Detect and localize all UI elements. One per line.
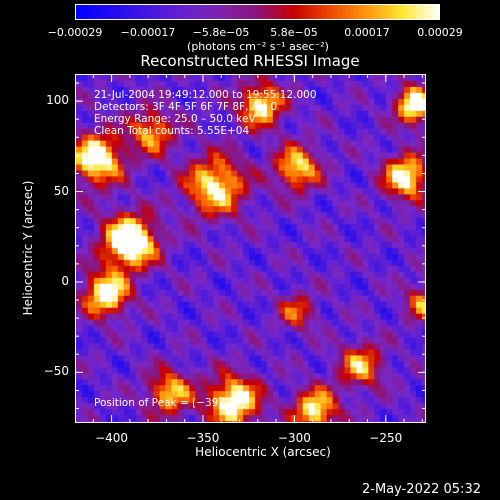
x-tick-label: −350 [186, 431, 220, 445]
colorbar-unit-label: (photons cm⁻² s⁻¹ asec⁻²) [187, 40, 329, 53]
colorbar-tick-label: 0.00017 [344, 26, 390, 39]
y-tick-label: 0 [61, 273, 69, 288]
info-energy-range: Energy Range: 25.0 – 50.0 keV [94, 113, 256, 125]
plot-area: 21-Jul-2004 19:49:12.000 to 19:55:12.000… [75, 74, 426, 423]
info-time-range: 21-Jul-2004 19:49:12.000 to 19:55:12.000 [94, 89, 317, 101]
x-axis-label: Heliocentric X (arcsec) [195, 445, 331, 459]
y-axis-label: Heliocentric Y (arcsec) [21, 180, 35, 316]
colorbar-tick-label: −5.8e−05 [192, 26, 250, 39]
info-detectors: Detectors: 3F 4F 5F 6F 7F 8F, Att 0 [94, 101, 278, 113]
colorbar-tick-label: 0.00029 [417, 26, 463, 39]
y-tick-label: 100 [46, 93, 69, 108]
peak-position-label: Position of Peak = [−392,24] [94, 397, 246, 409]
info-clean-counts: Clean Total counts: 5.55E+04 [94, 125, 250, 137]
colorbar [75, 4, 440, 20]
date-stamp: 2-May-2022 05:32 [362, 482, 481, 497]
x-tick-label: −300 [277, 431, 311, 445]
heatmap-image [76, 75, 425, 422]
x-tick-label: −400 [95, 431, 129, 445]
colorbar-tick-label: 5.8e−05 [270, 26, 318, 39]
colorbar-tick-label: −0.00029 [47, 26, 103, 39]
x-tick-label: −250 [369, 431, 403, 445]
y-tick-label: −50 [43, 364, 69, 379]
chart-title: Reconstructed RHESSI Image [140, 52, 360, 70]
colorbar-tick-label: −0.00017 [120, 26, 176, 39]
y-tick-label: 50 [53, 183, 69, 198]
